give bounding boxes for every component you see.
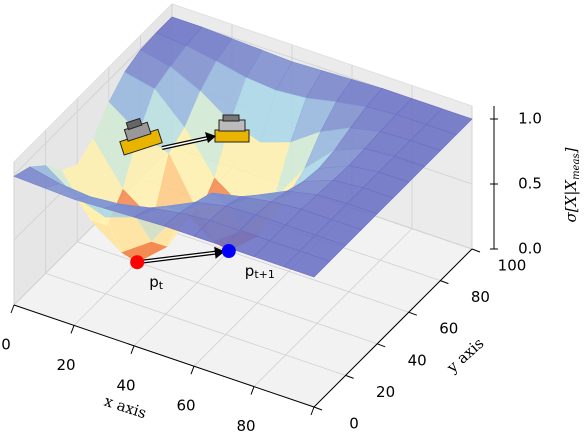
- x-tick: [190, 366, 195, 375]
- robot-start: [119, 117, 163, 156]
- y-tick-label: 80: [471, 288, 490, 306]
- y-tick: [440, 280, 449, 285]
- point-label-main: p: [149, 273, 159, 291]
- point-label: pt: [149, 273, 164, 293]
- robot-arrow-inner: [161, 137, 209, 149]
- move-arrow-inner: [143, 251, 219, 263]
- y-tick: [471, 248, 481, 253]
- x-tick-label: 0: [1, 336, 11, 354]
- z-axis-label: σ[X|Xmeas]: [562, 147, 582, 222]
- y-axis-line: [313, 248, 473, 408]
- y-tick-label: 60: [439, 320, 458, 338]
- robot-body: [218, 119, 246, 132]
- robots: [119, 114, 250, 156]
- point-label-sub: t+1: [254, 268, 275, 281]
- y-tick-label: 100: [498, 257, 527, 275]
- robot-arrow-head: [205, 132, 216, 143]
- y-tick: [313, 406, 323, 411]
- x-tick-label: 40: [116, 376, 135, 394]
- y-tick: [408, 311, 417, 316]
- robot-end: [214, 114, 250, 143]
- surface: [13, 16, 473, 278]
- x-tick: [250, 386, 255, 395]
- y-tick-label: 40: [408, 351, 427, 369]
- point-label-main: p: [245, 262, 255, 280]
- x-tick-label: 60: [176, 397, 195, 415]
- x-tick: [130, 345, 135, 354]
- y-tick-label: 0: [349, 415, 359, 433]
- z-tick-label: 0.5: [518, 175, 542, 193]
- x-tick: [10, 304, 15, 314]
- x-tick: [310, 406, 315, 416]
- z-label-sub: meas: [571, 153, 582, 180]
- move-arrow-head: [214, 246, 225, 259]
- x-tick-label: 80: [236, 417, 255, 435]
- point: [130, 255, 145, 270]
- x-tick: [70, 325, 75, 334]
- z-tick-label: 1.0: [518, 110, 542, 128]
- point-label-sub: t: [159, 279, 164, 292]
- surface-patch: [283, 250, 331, 278]
- y-tick: [345, 374, 354, 379]
- z-label-end: ]: [562, 147, 580, 154]
- y-tick-label: 20: [376, 383, 395, 401]
- x-axis-label: x axis: [102, 392, 149, 422]
- point: [221, 244, 236, 258]
- robot-base: [214, 129, 250, 143]
- z-tick-label: 0.0: [518, 240, 542, 258]
- y-axis-label: y axis: [443, 334, 488, 377]
- x-axis-line: [13, 304, 315, 408]
- y-tick: [377, 343, 386, 348]
- point-label: pt+1: [245, 262, 275, 282]
- robot-top: [125, 117, 143, 131]
- z-label-main: σ[X|X: [562, 179, 580, 223]
- robot-top: [222, 114, 240, 122]
- x-tick-label: 20: [56, 356, 75, 374]
